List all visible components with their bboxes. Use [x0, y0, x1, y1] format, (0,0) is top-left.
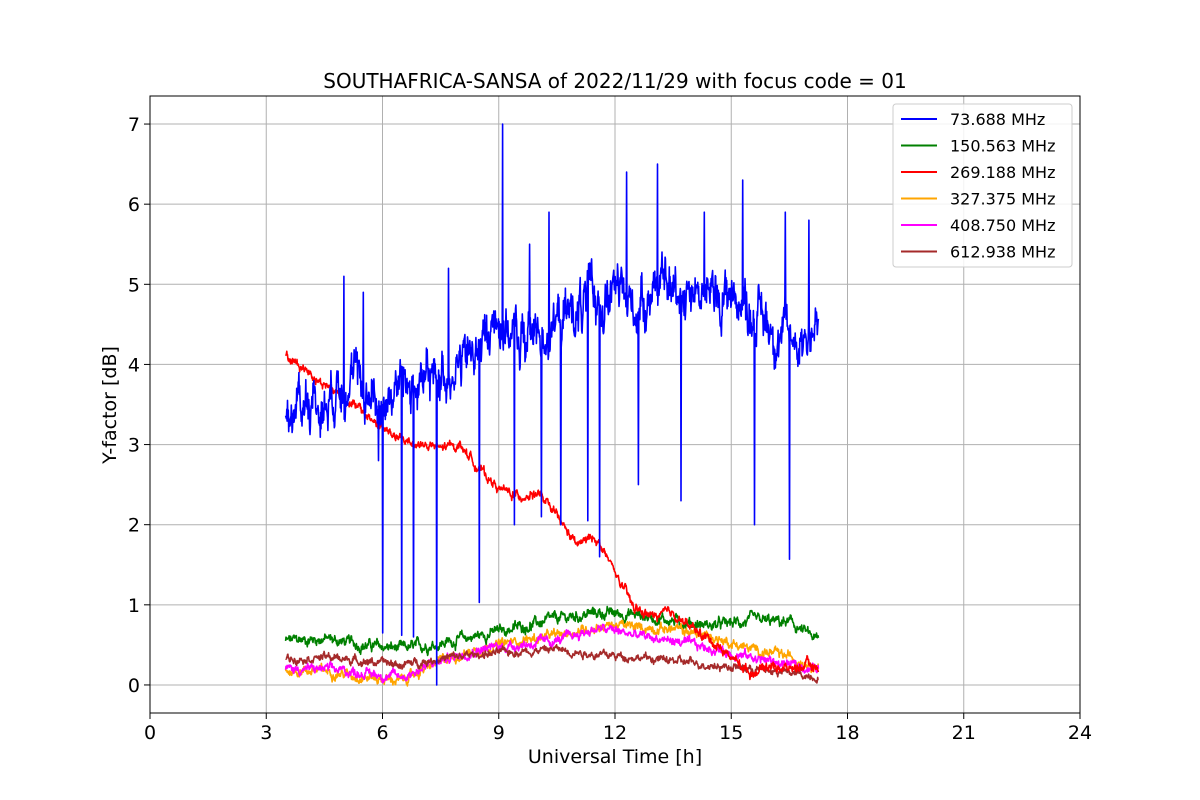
- series-layer: [284, 123, 820, 687]
- series-line: [284, 623, 820, 684]
- y-tick-label: 5: [128, 274, 140, 296]
- x-axis-label: Universal Time [h]: [528, 746, 702, 768]
- x-tick-label: 12: [603, 722, 627, 744]
- y-tick-label: 7: [128, 114, 140, 136]
- x-tick-label: 24: [1068, 722, 1092, 744]
- legend-label: 73.688 MHz: [950, 110, 1045, 129]
- x-tick-label: 3: [260, 722, 272, 744]
- legend-box: [892, 103, 1073, 268]
- series-line: [285, 643, 819, 684]
- x-tick-label: 15: [719, 722, 743, 744]
- series-line: [284, 605, 820, 657]
- legend-label: 612.938 MHz: [950, 243, 1055, 262]
- x-tick-label: 21: [952, 722, 976, 744]
- x-tick-label: 18: [835, 722, 859, 744]
- legend: 73.688 MHz 150.563 MHz 269.188 MHz 327.375 …: [892, 103, 1073, 268]
- series-line: [284, 350, 820, 681]
- y-tick-label: 0: [128, 675, 140, 697]
- y-tick-label: 2: [128, 515, 140, 537]
- y-axis: 0 1 2 3 4 5 6 7: [128, 114, 150, 697]
- series-line: [284, 123, 820, 686]
- x-axis: 0 3 6 9 12 15 18 21 24: [144, 713, 1092, 744]
- x-tick-label: 9: [493, 722, 505, 744]
- y-tick-label: 1: [128, 595, 140, 617]
- chart-title: SOUTHAFRICA-SANSA of 2022/11/29 with foc…: [323, 69, 907, 93]
- x-tick-label: 6: [376, 722, 388, 744]
- series-line: [284, 619, 820, 687]
- legend-label: 150.563 MHz: [950, 137, 1055, 156]
- legend-label: 408.750 MHz: [950, 216, 1055, 235]
- y-axis-label: Y-factor [dB]: [99, 346, 121, 465]
- legend-label: 327.375 MHz: [950, 190, 1055, 209]
- y-tick-label: 3: [128, 435, 140, 457]
- y-tick-label: 4: [128, 354, 140, 376]
- y-tick-label: 6: [128, 194, 140, 216]
- x-tick-label: 0: [144, 722, 156, 744]
- legend-label: 269.188 MHz: [950, 163, 1055, 182]
